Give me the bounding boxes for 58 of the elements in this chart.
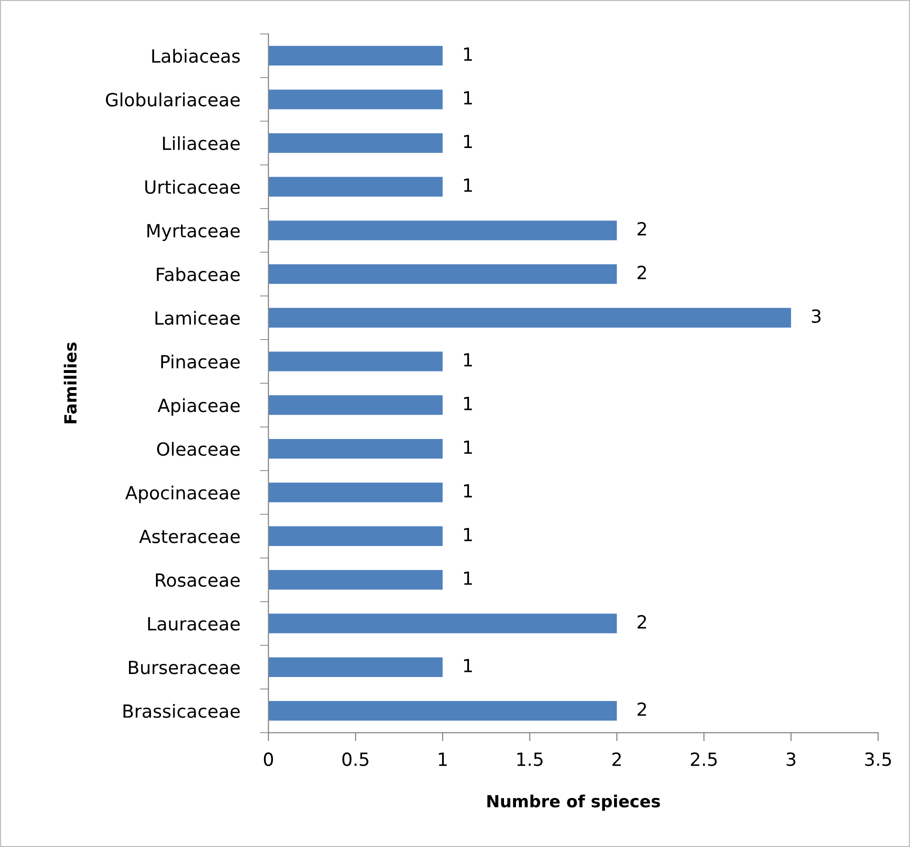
- y-tick-label: Pinaceae: [161, 354, 240, 369]
- y-tick-label: Urticaceae: [145, 180, 240, 194]
- y-tick-label: Burseraceae: [128, 660, 240, 674]
- y-tick-label: Labiaceas: [152, 48, 240, 63]
- bar: [268, 308, 792, 328]
- data-label: 1: [464, 48, 472, 61]
- y-tick-label: Apiaceae: [158, 398, 240, 416]
- bar: [268, 46, 443, 66]
- x-tick-label: 0: [264, 752, 273, 766]
- bar: [268, 264, 617, 284]
- data-label: 2: [638, 615, 646, 628]
- bar: [268, 570, 443, 590]
- x-tick-label: 1: [438, 752, 447, 766]
- data-label: 1: [464, 484, 472, 498]
- bar: [268, 176, 443, 197]
- x-tick-label: 1.5: [517, 752, 543, 766]
- bar: [268, 438, 443, 459]
- x-tick-label: 3: [786, 752, 796, 766]
- data-label: 1: [464, 353, 472, 366]
- y-axis-title: Famillies: [64, 342, 77, 424]
- y-tick-label: Oleaceae: [157, 442, 240, 456]
- x-tick-label: 0.5: [342, 752, 368, 766]
- x-tick-label: 2: [612, 752, 621, 766]
- data-label: 2: [638, 222, 646, 236]
- y-tick-label: Myrtaceae: [147, 224, 240, 242]
- bar: [268, 352, 443, 372]
- data-label: 2: [638, 702, 646, 716]
- x-tick-label: 2.5: [690, 752, 717, 766]
- y-tick-label: Apocinaceae: [125, 486, 240, 504]
- data-label: 1: [464, 572, 472, 585]
- y-tick-label: Rosaceae: [156, 573, 240, 587]
- data-label: 3: [812, 309, 821, 323]
- x-axis-title: Numbre of spieces: [487, 794, 660, 811]
- bar: [268, 133, 443, 153]
- y-tick-label: Fabaceae: [156, 267, 240, 282]
- bar: [268, 657, 443, 677]
- data-label: 1: [464, 134, 472, 148]
- data-label: 1: [464, 440, 472, 454]
- y-tick-label: Lamiceae: [156, 310, 240, 325]
- bar: [268, 614, 617, 634]
- x-tick-label: 3.5: [865, 752, 891, 766]
- y-tick-label: Lauraceae: [148, 617, 240, 631]
- data-label: 1: [464, 658, 472, 672]
- data-label: 1: [464, 91, 472, 104]
- bar: [268, 526, 443, 546]
- y-tick-label: Brassicaceae: [124, 704, 240, 718]
- bar: [268, 482, 443, 502]
- data-label: 1: [464, 528, 472, 542]
- bar: [268, 395, 443, 415]
- data-label: 1: [464, 396, 472, 410]
- data-label: 2: [638, 266, 646, 280]
- y-tick-label: Liliaceae: [163, 136, 240, 150]
- y-tick-label: Asteraceae: [139, 530, 240, 544]
- bar: [268, 700, 617, 721]
- bar: [268, 220, 617, 240]
- y-tick-label: Globulariaceae: [106, 92, 240, 107]
- bar: [268, 90, 443, 110]
- data-label: 1: [464, 178, 472, 192]
